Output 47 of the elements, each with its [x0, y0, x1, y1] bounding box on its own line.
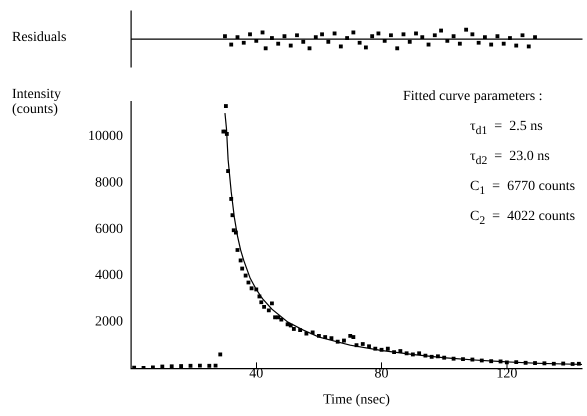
annotation: C$_{1}$ = 6770 counts — [470, 179, 576, 197]
y-tick-label: 10000 — [88, 128, 123, 144]
x-axis-title: Time (nsec) — [323, 392, 390, 408]
point — [402, 32, 406, 36]
point — [364, 45, 368, 50]
point — [345, 36, 350, 40]
y-tick-label: 4000 — [95, 268, 123, 284]
point — [414, 31, 418, 36]
point — [308, 46, 312, 50]
point — [514, 44, 518, 48]
point — [260, 30, 264, 34]
point — [439, 28, 443, 33]
point — [452, 34, 456, 38]
point — [489, 42, 494, 47]
point — [389, 33, 393, 38]
point — [351, 30, 356, 34]
point — [458, 42, 462, 46]
point — [229, 42, 234, 47]
annotation: τ$_{d1}$ = 2.5 ns — [470, 119, 543, 137]
point — [520, 33, 524, 38]
point — [370, 34, 374, 38]
point — [426, 42, 430, 47]
point — [476, 40, 481, 45]
point — [332, 31, 336, 36]
point — [270, 36, 274, 40]
y-tick-label: 8000 — [95, 175, 123, 190]
point — [358, 40, 362, 45]
point — [508, 36, 512, 40]
point — [526, 44, 531, 48]
annotation: τ$_{d2}$ = 23.0 ns — [470, 149, 550, 167]
point — [320, 32, 324, 36]
y-tick-label: 6000 — [95, 222, 123, 237]
point — [470, 32, 474, 36]
point — [338, 44, 343, 48]
point — [464, 28, 468, 32]
y-tick-label: 2000 — [95, 314, 123, 330]
y-axis-title: Intensity (counts) — [12, 87, 62, 117]
annotation: Fitted curve parameters : — [403, 89, 543, 105]
point — [282, 34, 286, 38]
point — [376, 31, 380, 36]
point — [288, 44, 293, 48]
annotation: C$_{2}$ = 4022 counts — [470, 209, 576, 227]
point — [496, 34, 500, 38]
point — [295, 33, 299, 38]
point — [248, 32, 252, 36]
y-axis-title: Residuals — [12, 30, 66, 45]
point — [223, 34, 227, 38]
